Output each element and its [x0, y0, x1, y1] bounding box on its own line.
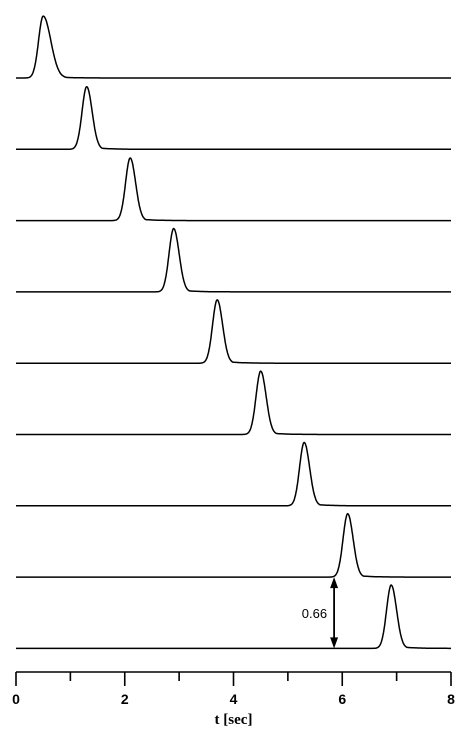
- trace-5: [15, 299, 452, 364]
- x-axis-title: t [sec]: [215, 712, 253, 728]
- arrow-head-down-icon: [330, 637, 339, 649]
- trace-3: [15, 157, 452, 222]
- x-axis-ticks: 0 2 4 6 8: [12, 672, 455, 707]
- x-tick-label: 6: [338, 691, 346, 707]
- x-tick-label: 8: [447, 691, 455, 707]
- trace-1: [15, 15, 452, 79]
- trace-2: [15, 85, 452, 151]
- x-tick-label: 4: [230, 691, 238, 707]
- trace-4: [15, 227, 452, 293]
- trace-6: [15, 370, 452, 436]
- arrow-head-up-icon: [330, 577, 339, 589]
- x-tick-label: 0: [12, 691, 20, 707]
- trace-8: [15, 512, 452, 578]
- offset-label: 0.66: [302, 606, 327, 621]
- offset-annotation: 0.66: [302, 577, 339, 649]
- trace-9: [15, 584, 452, 650]
- trace-group: [15, 15, 452, 650]
- x-tick-label: 2: [121, 691, 129, 707]
- x-axis: 0 2 4 6 8 t [sec]: [12, 671, 455, 728]
- trace-7: [15, 441, 452, 507]
